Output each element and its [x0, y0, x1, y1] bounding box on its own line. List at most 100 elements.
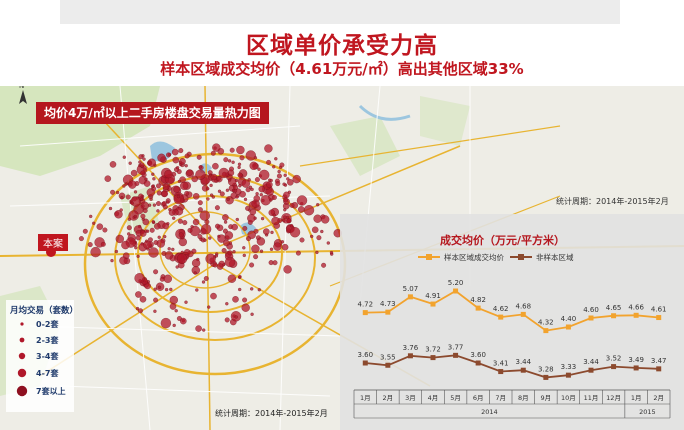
heat-dot: [119, 208, 123, 212]
heat-dot: [266, 181, 273, 188]
data-point: [565, 372, 571, 378]
data-label: 4.91: [425, 292, 441, 300]
heat-dot: [289, 202, 295, 208]
data-point: [362, 360, 368, 366]
heat-dot: [96, 223, 104, 230]
heat-dot: [169, 287, 173, 292]
chart-title: 成交均价（万元/平方米）: [440, 233, 565, 247]
heat-dot: [167, 247, 171, 251]
data-label: 3.47: [651, 357, 667, 365]
heat-dot: [214, 205, 220, 211]
heat-dot: [128, 180, 137, 189]
heat-dot: [239, 190, 246, 198]
heat-dot: [229, 147, 235, 153]
heat-dot: [144, 177, 148, 181]
heat-dot: [287, 179, 294, 186]
legend-item-2-3: 2-3套: [36, 336, 59, 345]
heat-dot: [114, 249, 119, 254]
heat-dot: [201, 280, 206, 284]
heat-dot: [283, 265, 292, 274]
heat-dot: [227, 159, 232, 163]
heat-dot: [254, 177, 260, 183]
series-line: [365, 289, 659, 332]
heat-dot: [258, 185, 266, 193]
heat-dot: [283, 197, 289, 203]
heat-dot: [271, 195, 277, 200]
data-label: 4.65: [606, 304, 622, 312]
heat-dot: [177, 218, 183, 224]
heat-dot: [224, 231, 234, 240]
legend-item-3-4: 3-4套: [36, 352, 59, 361]
heat-dot: [237, 162, 242, 166]
heat-dot: [126, 225, 132, 231]
data-label: 3.76: [403, 344, 419, 352]
heat-dot: [171, 247, 175, 252]
heat-dot: [276, 173, 282, 179]
heat-dot: [144, 229, 148, 233]
data-point: [362, 310, 368, 316]
heat-dot: [233, 185, 239, 190]
heat-dot: [250, 312, 254, 316]
heat-dot: [152, 203, 157, 207]
heat-dot: [203, 238, 207, 242]
heat-dot: [264, 144, 273, 153]
heat-dot: [214, 254, 219, 258]
heat-dot: [223, 220, 228, 224]
heat-dot: [296, 195, 308, 206]
heat-dot: [226, 197, 230, 202]
data-label: 3.44: [583, 358, 599, 366]
heat-dot: [78, 236, 84, 242]
heat-dot: [243, 197, 248, 202]
heat-dot: [176, 253, 188, 264]
heat-dot: [316, 235, 322, 241]
heat-dot: [250, 287, 254, 291]
heat-dot: [206, 197, 210, 201]
x-tick-label: 1月: [631, 394, 642, 402]
heat-dot: [283, 173, 287, 177]
heat-dot: [320, 229, 324, 234]
heat-dot: [149, 197, 153, 201]
heat-dot: [128, 210, 139, 221]
heat-dot: [138, 308, 143, 314]
heat-dot: [180, 181, 189, 190]
heat-dot: [281, 243, 289, 251]
heat-dot: [89, 214, 93, 219]
heat-dot: [215, 223, 220, 229]
header-band: [60, 0, 620, 24]
heat-dot: [249, 161, 258, 170]
heat-dot: [143, 180, 151, 187]
heat-dot: [208, 236, 212, 240]
heat-dot: [114, 210, 123, 219]
heat-dot: [311, 226, 319, 234]
heat-dot: [269, 247, 274, 251]
heat-dot: [282, 182, 286, 186]
heat-dot: [198, 165, 202, 169]
data-point: [565, 324, 571, 330]
heat-dot: [225, 188, 230, 192]
heat-dot: [128, 161, 132, 165]
heat-dot: [161, 201, 167, 206]
heat-dot: [238, 275, 242, 279]
heat-dot: [156, 209, 160, 213]
heat-dot: [178, 232, 184, 238]
x-tick-label: 5月: [450, 394, 461, 402]
heat-dot: [231, 160, 235, 164]
heat-dot: [177, 179, 182, 184]
heat-dot: [135, 291, 142, 298]
data-point: [475, 360, 481, 366]
heat-dot: [253, 195, 261, 202]
heat-dot: [199, 210, 210, 221]
heat-dot: [210, 292, 217, 300]
heat-dot: [202, 328, 206, 332]
heat-dot: [100, 241, 106, 247]
heat-dot: [289, 227, 301, 238]
heat-dot: [180, 317, 187, 325]
data-label: 4.40: [561, 315, 577, 323]
heat-dot: [250, 187, 254, 192]
heat-dot: [184, 153, 190, 159]
heat-dot: [247, 230, 256, 239]
heat-dot: [272, 213, 276, 217]
data-label: 4.32: [538, 319, 554, 327]
heat-dot: [125, 194, 131, 200]
legend-title: 月均交易（套数）: [10, 306, 79, 316]
